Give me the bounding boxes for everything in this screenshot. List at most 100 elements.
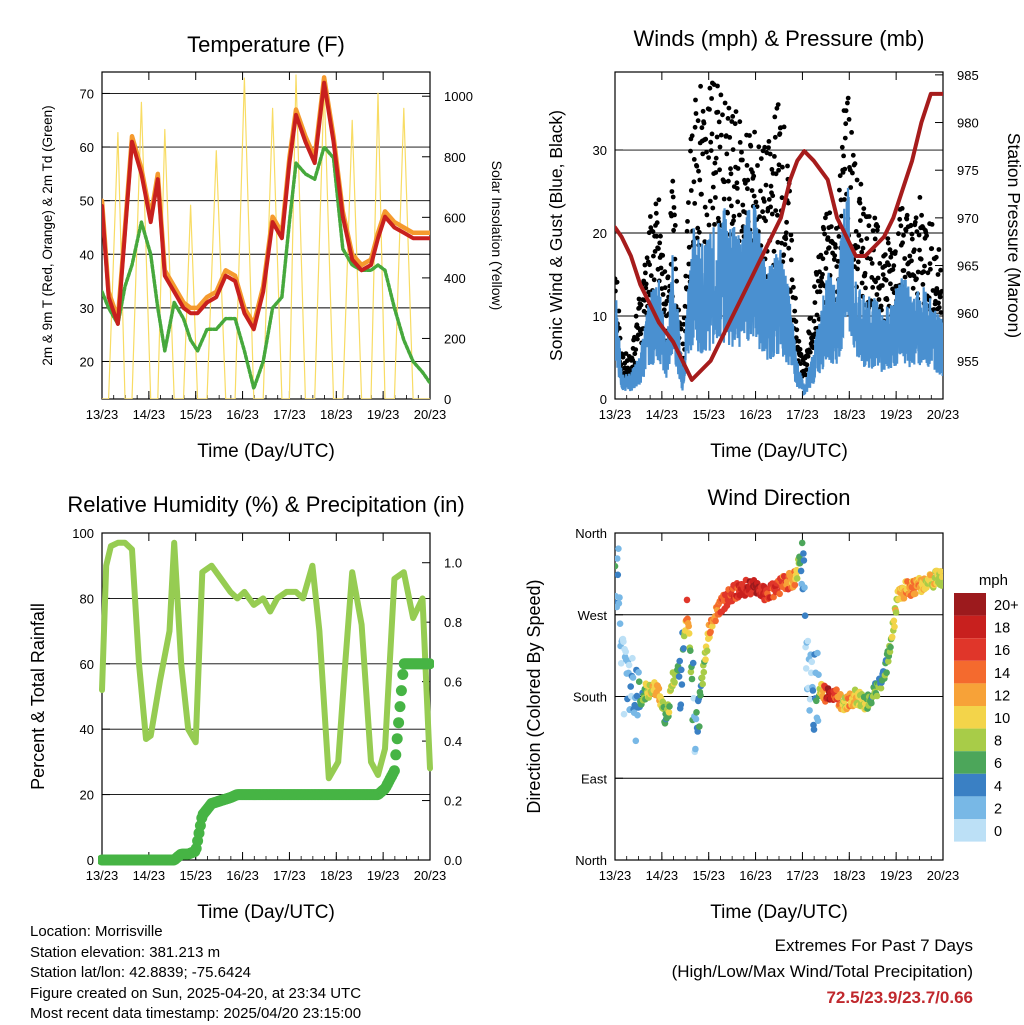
gust-point <box>735 199 741 205</box>
gust-point <box>737 140 743 145</box>
gust-point <box>823 215 828 221</box>
direction-point <box>939 579 943 587</box>
direction-point <box>883 669 890 676</box>
gust-point <box>616 308 622 314</box>
direction-point <box>808 658 816 666</box>
colorbar-swatch <box>954 660 986 684</box>
gust-point <box>826 245 832 251</box>
colorbar-swatch <box>954 593 986 616</box>
colorbar-swatch <box>954 706 986 729</box>
gust-point <box>660 253 666 258</box>
series-pressure <box>615 91 943 382</box>
direction-point <box>629 654 636 662</box>
gust-point <box>728 171 734 177</box>
gust-point <box>756 144 762 150</box>
gust-point <box>902 256 908 261</box>
figure-created: Figure created on Sun, 2025-04-20, at 23… <box>30 984 362 1002</box>
direction-point <box>698 674 706 681</box>
direction-point <box>707 628 714 636</box>
gust-point <box>858 218 863 224</box>
gust-point <box>686 200 691 206</box>
y2-tick-label: 960 <box>957 306 979 321</box>
gust-point <box>886 262 892 268</box>
gust-point <box>794 327 800 333</box>
x-tick-label: 14/23 <box>646 407 679 422</box>
gust-point <box>843 121 849 127</box>
y2-tick-label: 1.0 <box>444 556 462 571</box>
y2-tick-label: 965 <box>957 259 979 274</box>
gust-point <box>853 229 859 234</box>
gust-point <box>635 336 640 342</box>
gust-point <box>877 261 883 266</box>
y-tick-label: 0 <box>600 392 607 407</box>
gust-point <box>772 134 778 140</box>
gust-point <box>856 233 862 238</box>
direction-point <box>891 623 898 630</box>
gust-point <box>704 212 710 218</box>
direction-point <box>703 647 711 655</box>
gust-point <box>845 95 851 101</box>
gust-point <box>938 267 943 273</box>
gust-point <box>709 131 715 137</box>
gust-point <box>729 203 734 209</box>
x-tick-label: 15/23 <box>692 868 725 883</box>
direction-point <box>676 657 683 665</box>
direction-point <box>620 638 627 645</box>
gust-point <box>708 148 714 154</box>
direction-point <box>620 710 628 718</box>
gust-point <box>872 236 878 242</box>
gust-point <box>855 259 861 265</box>
gust-point <box>700 151 706 157</box>
gust-point <box>933 254 939 260</box>
gust-point <box>776 162 782 168</box>
gust-point <box>647 262 652 268</box>
y-axis-label: Sonic Wind & Gust (Blue, Black) <box>546 110 566 361</box>
direction-point <box>797 567 805 575</box>
gust-point <box>768 183 774 189</box>
y2-tick-label: 0.6 <box>444 675 462 690</box>
y-tick-label: 40 <box>80 722 94 737</box>
y-tick-label: 30 <box>80 301 94 316</box>
direction-point <box>693 709 700 716</box>
direction-point <box>804 637 812 645</box>
x-tick-label: 15/23 <box>692 407 725 422</box>
humidity-series <box>98 539 434 866</box>
gust-point <box>899 206 905 211</box>
direction-point <box>800 550 807 557</box>
gust-point <box>726 105 732 111</box>
gust-point <box>681 321 687 327</box>
y-tick-label: 20 <box>593 226 607 241</box>
gust-point <box>861 206 867 212</box>
colorbar-swatch <box>954 773 986 797</box>
x-tick-label: 19/23 <box>880 407 913 422</box>
gust-point <box>745 177 751 183</box>
extremes-title: Extremes For Past 7 Days <box>774 936 973 955</box>
gust-point <box>702 204 708 210</box>
gust-point <box>781 124 787 130</box>
gust-point <box>755 163 760 168</box>
colorbar-swatch <box>954 615 986 639</box>
gust-point <box>781 252 787 258</box>
y-tick-label: 40 <box>80 247 94 262</box>
direction-point <box>696 723 703 730</box>
direction-point <box>939 573 943 581</box>
x-tick-label: 20/23 <box>414 407 447 422</box>
y2-tick-label: 600 <box>444 210 466 225</box>
gust-point <box>636 296 642 302</box>
gust-point <box>909 231 915 237</box>
gust-point <box>651 253 656 259</box>
gust-point <box>694 235 700 241</box>
gust-point <box>859 249 865 255</box>
gust-point <box>633 347 639 352</box>
x-tick-label: 17/23 <box>786 407 819 422</box>
winds-series <box>615 80 943 396</box>
gust-point <box>632 351 638 357</box>
gust-point <box>775 212 780 218</box>
gust-point <box>821 226 827 232</box>
y2-tick-label: 985 <box>957 68 979 83</box>
y-tick-label: 0 <box>87 853 94 868</box>
gust-point <box>718 132 724 138</box>
direction-point <box>806 707 813 714</box>
gust-point <box>909 258 914 264</box>
gust-point <box>726 178 731 184</box>
